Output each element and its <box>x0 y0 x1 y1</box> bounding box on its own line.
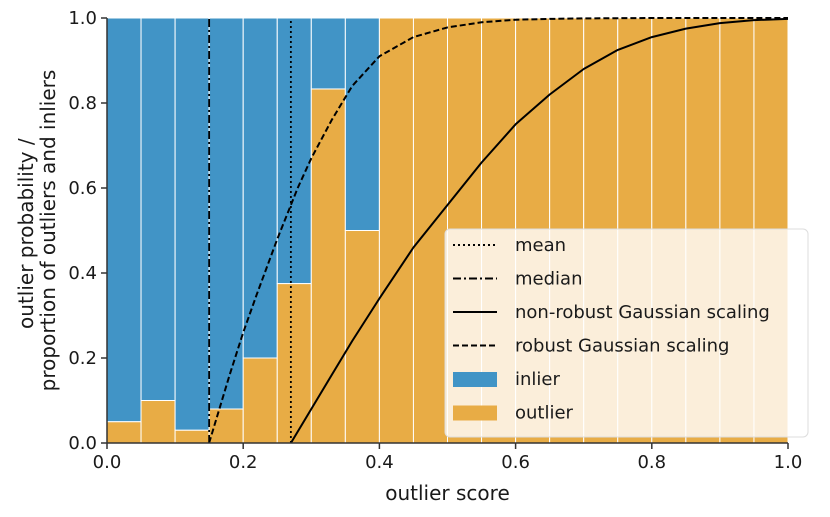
legend-marker-inlier <box>453 372 497 387</box>
bar-outlier-6 <box>310 88 346 444</box>
bar-inlier-2 <box>174 17 210 431</box>
x-axis-label: outlier score <box>385 481 510 505</box>
y-axis-label-line-1: outlier probability / <box>14 138 38 329</box>
legend-label-mean: mean <box>515 235 566 256</box>
curve-non-robust <box>290 17 789 444</box>
vlines-layer <box>208 18 292 443</box>
legend-label-inlier: inlier <box>515 369 560 390</box>
bar-outlier-3 <box>208 408 244 444</box>
y-tick-label-4: 0.8 <box>68 93 97 114</box>
bar-outlier-4 <box>242 357 278 444</box>
y-tick-label-2: 0.4 <box>68 263 97 284</box>
x-tick-label-3: 0.6 <box>501 452 530 473</box>
legend: mean median non-robust Gaussian scaling rob… <box>444 228 809 438</box>
x-tick-label-4: 0.8 <box>637 452 666 473</box>
curves-layer <box>208 17 789 444</box>
bar-outlier-0 <box>106 421 142 444</box>
bar-outlier-1 <box>140 400 176 444</box>
bar-outlier-9 <box>412 17 449 444</box>
x-tick-label-1: 0.2 <box>229 452 258 473</box>
bar-inlier-3 <box>208 17 244 410</box>
bar-inlier-5 <box>276 17 312 285</box>
y-axis-label: outlier probability / proportion of outl… <box>14 70 60 392</box>
legend-label-outlier: outlier <box>515 403 574 424</box>
axes-layer <box>106 18 788 444</box>
bar-inlier-7 <box>344 17 380 231</box>
y-tick-label-0: 0.0 <box>68 433 97 454</box>
x-tick-label-5: 1.0 <box>774 452 803 473</box>
bar-inlier-0 <box>106 17 142 423</box>
bar-outlier-8 <box>378 17 414 444</box>
y-axis-label-line-2: proportion of outliers and inliers <box>36 70 60 392</box>
bar-outlier-5 <box>276 283 312 444</box>
y-tick-label-1: 0.2 <box>68 348 97 369</box>
legend-label-non-robust: non-robust Gaussian scaling <box>515 302 770 323</box>
bar-inlier-1 <box>140 17 176 401</box>
bar-outlier-7 <box>344 230 380 444</box>
x-tick-label-2: 0.4 <box>365 452 394 473</box>
curve-robust <box>208 17 788 444</box>
x-tick-label-0: 0.0 <box>93 452 122 473</box>
ticks-layer: 0.0 0.2 0.4 0.6 0.8 1.0 0.0 0.2 0.4 0.6 0.8 1.0 <box>68 8 802 473</box>
y-tick-label-3: 0.6 <box>68 178 97 199</box>
legend-box <box>444 228 809 438</box>
legend-label-median: median <box>515 269 582 290</box>
legend-label-robust: robust Gaussian scaling <box>515 336 729 357</box>
y-tick-label-5: 1.0 <box>68 8 97 29</box>
legend-marker-outlier <box>453 405 497 421</box>
bar-outlier-2 <box>174 429 210 444</box>
bar-inlier-4 <box>242 17 278 359</box>
bar-inlier-6 <box>310 17 346 90</box>
